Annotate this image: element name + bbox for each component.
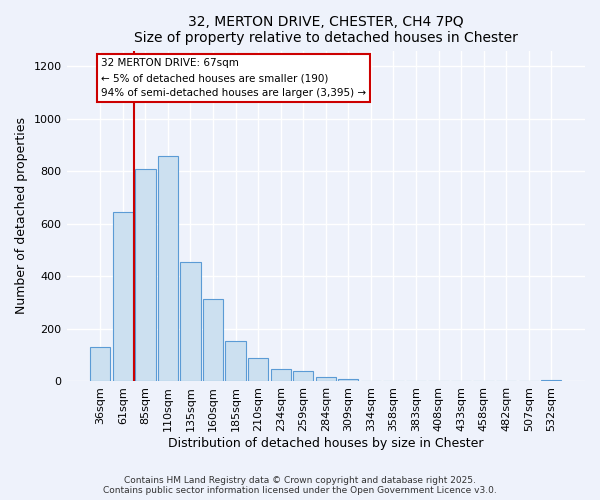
X-axis label: Distribution of detached houses by size in Chester: Distribution of detached houses by size … — [168, 437, 484, 450]
Bar — [248, 358, 268, 382]
Text: Contains HM Land Registry data © Crown copyright and database right 2025.
Contai: Contains HM Land Registry data © Crown c… — [103, 476, 497, 495]
Bar — [90, 348, 110, 382]
Bar — [158, 156, 178, 382]
Title: 32, MERTON DRIVE, CHESTER, CH4 7PQ
Size of property relative to detached houses : 32, MERTON DRIVE, CHESTER, CH4 7PQ Size … — [134, 15, 518, 45]
Y-axis label: Number of detached properties: Number of detached properties — [15, 118, 28, 314]
Bar — [226, 340, 246, 382]
Bar — [271, 369, 291, 382]
Bar — [316, 376, 336, 382]
Bar — [541, 380, 562, 382]
Text: 32 MERTON DRIVE: 67sqm
← 5% of detached houses are smaller (190)
94% of semi-det: 32 MERTON DRIVE: 67sqm ← 5% of detached … — [101, 58, 366, 98]
Bar — [113, 212, 133, 382]
Bar — [293, 372, 313, 382]
Bar — [135, 168, 155, 382]
Bar — [181, 262, 200, 382]
Bar — [338, 379, 358, 382]
Bar — [203, 298, 223, 382]
